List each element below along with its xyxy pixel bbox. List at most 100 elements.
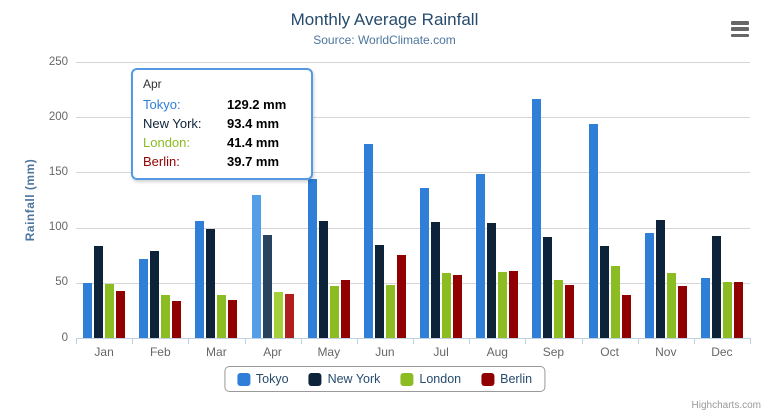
x-axis-tick [76,339,77,344]
legend-item-berlin[interactable]: Berlin [481,372,532,386]
legend-swatch-london [400,372,414,386]
x-axis-tick [693,339,695,344]
bar-new-york-jan[interactable] [94,245,104,338]
x-axis-label: Oct [600,345,619,359]
bar-london-dec[interactable] [722,281,732,338]
x-axis-label: May [317,345,341,359]
legend-item-tokyo[interactable]: Tokyo [236,372,289,386]
tooltip-series-label: Tokyo: [143,97,181,112]
x-axis-label: Sep [542,345,565,359]
tooltip-series-value: 93.4 mm [227,116,280,131]
tooltip-series-value: 41.4 mm [227,135,280,150]
tooltip-series-value: 39.7 mm [227,154,280,169]
tooltip-row: Tokyo: 129.2 mm [143,95,301,114]
chart-title: Monthly Average Rainfall [290,10,479,29]
x-axis-tick [581,339,583,344]
bar-tokyo-jan[interactable] [83,282,93,338]
legend-swatch-berlin [481,372,495,386]
chart-subtitle: Source: WorldClimate.com [313,33,456,47]
x-axis-tick [525,339,527,344]
bar-tokyo-dec[interactable] [700,277,710,338]
legend-item-new-york[interactable]: New York [308,372,381,386]
bar-london-may[interactable] [329,286,339,338]
tooltip-row: London: 41.4 mm [143,133,301,152]
tooltip-series-label: London: [143,135,190,150]
context-menu-button[interactable] [731,21,749,37]
bar-new-york-dec[interactable] [711,236,721,338]
bar-berlin-nov[interactable] [677,286,687,338]
bar-berlin-oct[interactable] [621,294,631,338]
bar-london-apr[interactable] [273,292,283,338]
x-axis-tick [356,339,358,344]
x-axis-tick [637,339,639,344]
bar-new-york-aug[interactable] [487,222,497,338]
legend: Tokyo New York London Berlin [223,366,546,392]
bar-london-nov[interactable] [666,272,676,338]
bar-tokyo-jul[interactable] [420,188,430,338]
gridline [76,117,750,119]
tooltip-row: Berlin: 39.7 mm [143,152,301,171]
bar-berlin-may[interactable] [340,279,350,338]
x-axis-tick [300,339,302,344]
bar-london-jun[interactable] [385,284,395,338]
bar-new-york-mar[interactable] [206,229,216,338]
bar-london-feb[interactable] [161,295,171,338]
bar-berlin-mar[interactable] [228,299,238,338]
bar-berlin-sep[interactable] [565,285,575,338]
x-axis-tick [750,339,751,344]
bar-london-mar[interactable] [217,294,227,338]
bar-tokyo-jun[interactable] [363,143,373,338]
bar-new-york-may[interactable] [318,221,328,338]
gridline [76,172,750,174]
legend-label: New York [327,372,381,386]
bar-london-aug[interactable] [498,272,508,338]
bar-berlin-jun[interactable] [396,254,406,338]
tooltip-series-value: 129.2 mm [227,97,287,112]
bar-london-jan[interactable] [105,284,115,338]
x-axis-tick [413,339,414,344]
bar-new-york-feb[interactable] [150,251,160,338]
bar-london-sep[interactable] [554,280,564,338]
bar-berlin-feb[interactable] [172,301,182,338]
bar-tokyo-oct[interactable] [588,123,598,338]
legend-label: Berlin [500,372,533,386]
bar-tokyo-feb[interactable] [139,259,149,338]
bar-berlin-aug[interactable] [509,271,519,338]
y-axis-label: 200 [48,110,68,123]
bar-tokyo-sep[interactable] [532,99,542,338]
legend-item-london[interactable]: London [400,372,461,386]
hamburger-icon [731,27,749,31]
bar-tokyo-may[interactable] [307,179,317,338]
bar-berlin-jan[interactable] [116,291,126,338]
tooltip-series-label: New York: [143,116,202,131]
x-axis-tick [469,339,471,344]
legend-label: Tokyo [255,372,289,386]
y-axis-label: 0 [61,331,68,344]
y-axis-label: 100 [48,221,68,234]
bar-new-york-oct[interactable] [599,245,609,338]
bar-tokyo-nov[interactable] [644,232,654,338]
gridline [76,62,750,63]
bar-new-york-jun[interactable] [374,244,384,338]
bar-new-york-sep[interactable] [543,237,553,338]
bar-london-jul[interactable] [442,272,452,338]
credits-link[interactable]: Highcharts.com [691,400,761,411]
bar-tokyo-aug[interactable] [476,174,486,338]
bar-berlin-jul[interactable] [453,274,463,338]
x-axis-tick [132,339,134,344]
bar-new-york-jul[interactable] [431,222,441,338]
gridline [76,282,750,284]
bar-new-york-apr[interactable] [262,234,272,338]
legend-swatch-tokyo [236,372,250,386]
y-axis-label: 150 [48,165,68,178]
bar-london-oct[interactable] [610,266,620,338]
bar-tokyo-apr[interactable] [251,195,261,338]
x-axis-label: Jan [94,345,114,359]
bar-berlin-dec[interactable] [733,281,743,338]
bar-berlin-apr[interactable] [284,294,294,338]
bar-tokyo-mar[interactable] [195,220,205,338]
hamburger-icon [731,21,749,25]
bar-new-york-nov[interactable] [655,220,665,338]
tooltip-header: Apr [143,77,162,91]
